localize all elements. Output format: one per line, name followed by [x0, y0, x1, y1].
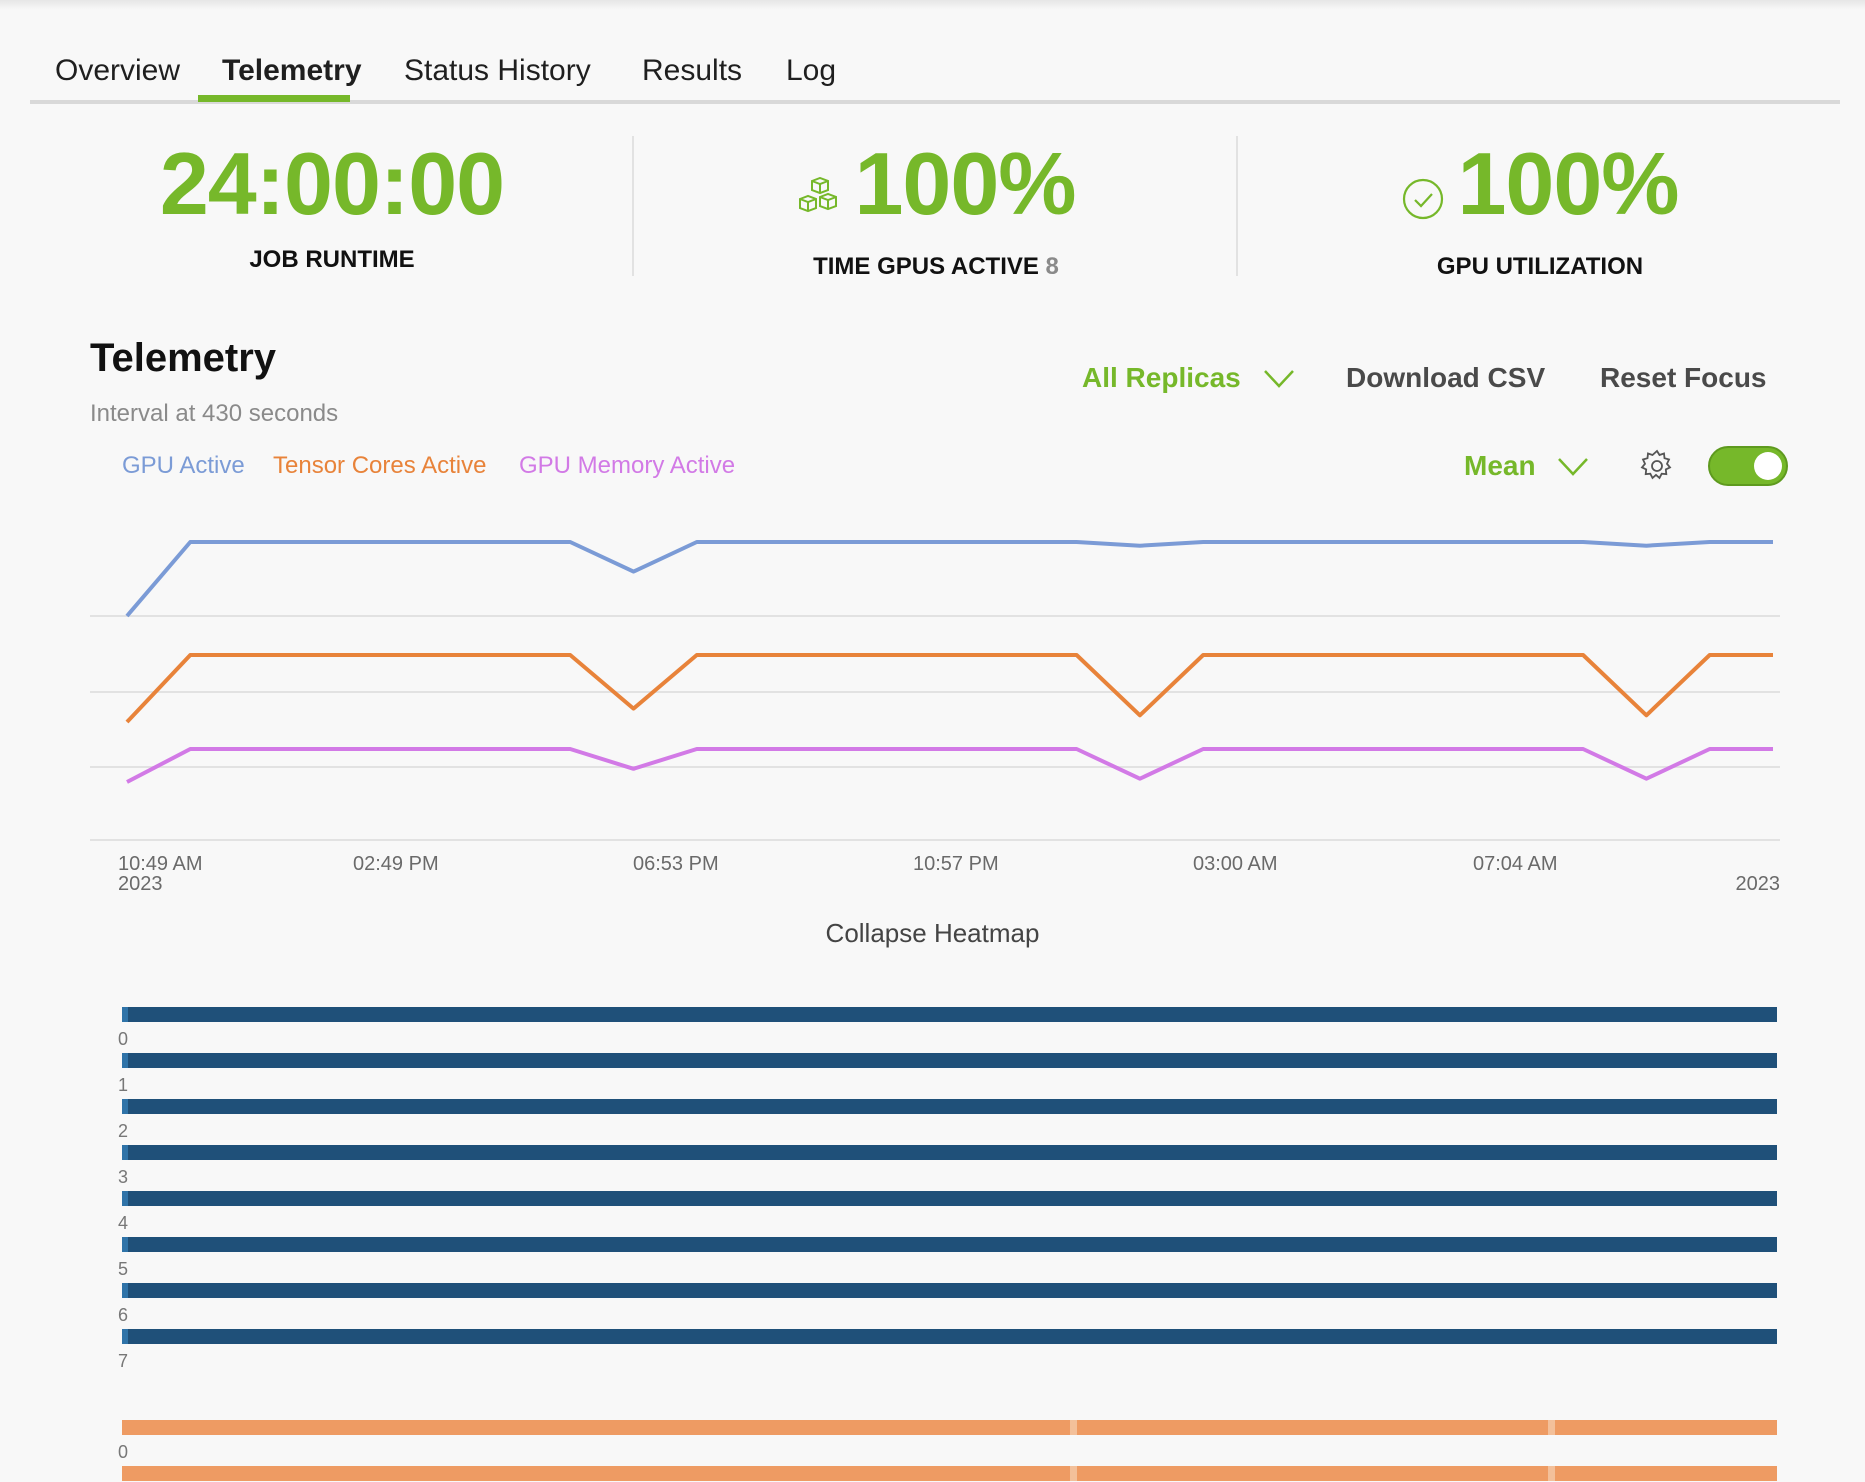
- telemetry-title: Telemetry: [90, 336, 277, 380]
- chart-series: [125, 540, 1773, 784]
- heatmap-rows: 0 1 2 3 4 5 6 7 0: [118, 1007, 1777, 1481]
- kpi-gpu-utilization: 100% GPU UTILIZATION: [1238, 134, 1842, 280]
- heatmap-row-tensor-cores[interactable]: [122, 1466, 1777, 1481]
- x-tick-label: 06:53 PM: [633, 853, 719, 875]
- heatmap-row-gpu-active[interactable]: [122, 1053, 1777, 1068]
- heatmap-row-gpu-active[interactable]: [122, 1237, 1777, 1252]
- heatmap-row-gpu-active[interactable]: [122, 1329, 1777, 1344]
- replicas-dropdown-label: All Replicas: [1082, 362, 1241, 393]
- heatmap-row-gpu-active[interactable]: [122, 1283, 1777, 1298]
- chart-x-axis: 10:49 AM 02:49 PM 06:53 PM 10:57 PM 03:00 AM…: [118, 853, 1780, 895]
- x-end-label: 2023: [1736, 873, 1781, 895]
- collapse-heatmap-button[interactable]: Collapse Heatmap: [825, 918, 1040, 948]
- chart-gridlines: [90, 615, 1780, 841]
- reset-focus-button[interactable]: Reset Focus: [1600, 362, 1767, 393]
- tab-log[interactable]: Log: [786, 54, 837, 87]
- tab-overview[interactable]: Overview: [55, 54, 181, 87]
- tab-status-history[interactable]: Status History: [404, 54, 591, 87]
- chevron-down-icon: [1557, 452, 1589, 484]
- legend-tensor-cores-active[interactable]: Tensor Cores Active: [273, 452, 487, 479]
- chevron-down-icon: [1263, 364, 1295, 396]
- kpi-divider: [1236, 136, 1238, 276]
- heatmap-cell: [122, 1283, 128, 1298]
- telemetry-chart[interactable]: 10:49 AM 02:49 PM 06:53 PM 10:57 PM 03:00 AM…: [0, 520, 1865, 900]
- gpu-utilization-value: 100%: [1457, 134, 1679, 233]
- kpi-time-gpus-active: 100% TIME GPUS ACTIVE 8: [634, 134, 1238, 280]
- tab-results[interactable]: Results: [642, 54, 743, 87]
- toggle-knob: [1754, 452, 1782, 480]
- heatmap-cell: [122, 1145, 128, 1160]
- download-csv-button[interactable]: Download CSV: [1346, 362, 1546, 393]
- tab-bar: Overview Telemetry Status History Result…: [30, 40, 1840, 104]
- heatmap-cell: [122, 1237, 128, 1252]
- gpu-utilization-label: GPU UTILIZATION: [1436, 252, 1644, 280]
- heatmap-row-label: 2: [118, 1121, 128, 1141]
- time-gpus-active-label: TIME GPUS ACTIVE: [813, 252, 1039, 280]
- heatmap-row-label: 3: [118, 1167, 128, 1187]
- x-tick-label: 10:49 AM: [118, 853, 203, 875]
- tab-telemetry[interactable]: Telemetry: [222, 54, 362, 87]
- heatmap-cell: [122, 1191, 128, 1206]
- check-circle-icon: [1401, 143, 1445, 239]
- interval-text: Interval at 430 seconds: [90, 400, 339, 427]
- heatmap-row-gpu-active[interactable]: [122, 1099, 1777, 1114]
- heatmap-cell: [1548, 1420, 1555, 1435]
- series-line-tensor-cores-active[interactable]: [125, 653, 1773, 724]
- heatmap-cell: [1548, 1466, 1555, 1481]
- heatmap-cell: [122, 1329, 128, 1344]
- time-gpus-active-value: 100%: [854, 134, 1076, 233]
- heatmap-row-gpu-active[interactable]: [122, 1145, 1777, 1160]
- heatmap-row-label: 7: [118, 1351, 128, 1371]
- kpi-divider: [632, 136, 634, 276]
- replicas-dropdown[interactable]: All Replicas: [1082, 362, 1295, 396]
- heatmap-cell: [1070, 1420, 1077, 1435]
- heatmap-cell: [1070, 1466, 1077, 1481]
- heatmap-cell: [122, 1053, 128, 1068]
- legend-gpu-active[interactable]: GPU Active: [122, 452, 245, 479]
- gpu-count: 8: [1045, 252, 1059, 280]
- heatmap-row-gpu-active[interactable]: [122, 1191, 1777, 1206]
- aggregation-dropdown[interactable]: Mean: [1464, 450, 1589, 484]
- heatmap-row-label: 5: [118, 1259, 128, 1279]
- active-tab-indicator: [198, 95, 350, 102]
- heatmap-row-label: 1: [118, 1075, 128, 1095]
- aggregation-dropdown-label: Mean: [1464, 450, 1536, 481]
- heatmap-cell: [122, 1099, 128, 1114]
- gpu-heatmap[interactable]: 0 1 2 3 4 5 6 7 0: [0, 1000, 1865, 1482]
- x-tick-label: 02:49 PM: [353, 853, 439, 875]
- heatmap-row-gpu-active[interactable]: [122, 1007, 1777, 1022]
- kpi-job-runtime: 24:00:00 JOB RUNTIME: [30, 136, 634, 276]
- chart-toggle[interactable]: [1708, 446, 1788, 486]
- heatmap-row-label: 0: [118, 1442, 128, 1462]
- x-tick-label: 10:57 PM: [913, 853, 999, 875]
- cubes-icon: [796, 143, 842, 239]
- heatmap-row-label: 4: [118, 1213, 128, 1233]
- x-tick-label: 07:04 AM: [1473, 853, 1558, 875]
- heatmap-row-tensor-cores[interactable]: [122, 1420, 1777, 1435]
- x-start-year: 2023: [118, 873, 163, 895]
- gear-icon[interactable]: [1640, 449, 1674, 488]
- series-line-gpu-active[interactable]: [125, 540, 1773, 618]
- top-shadow: [0, 0, 1865, 10]
- heatmap-cell: [122, 1007, 128, 1022]
- heatmap-row-label: 6: [118, 1305, 128, 1325]
- series-line-gpu-memory-active[interactable]: [126, 747, 1773, 784]
- legend-gpu-memory-active[interactable]: GPU Memory Active: [519, 452, 736, 479]
- job-runtime-value: 24:00:00: [159, 134, 505, 233]
- heatmap-row-label: 0: [118, 1029, 128, 1049]
- job-runtime-label: JOB RUNTIME: [249, 246, 415, 273]
- x-tick-label: 03:00 AM: [1193, 853, 1278, 875]
